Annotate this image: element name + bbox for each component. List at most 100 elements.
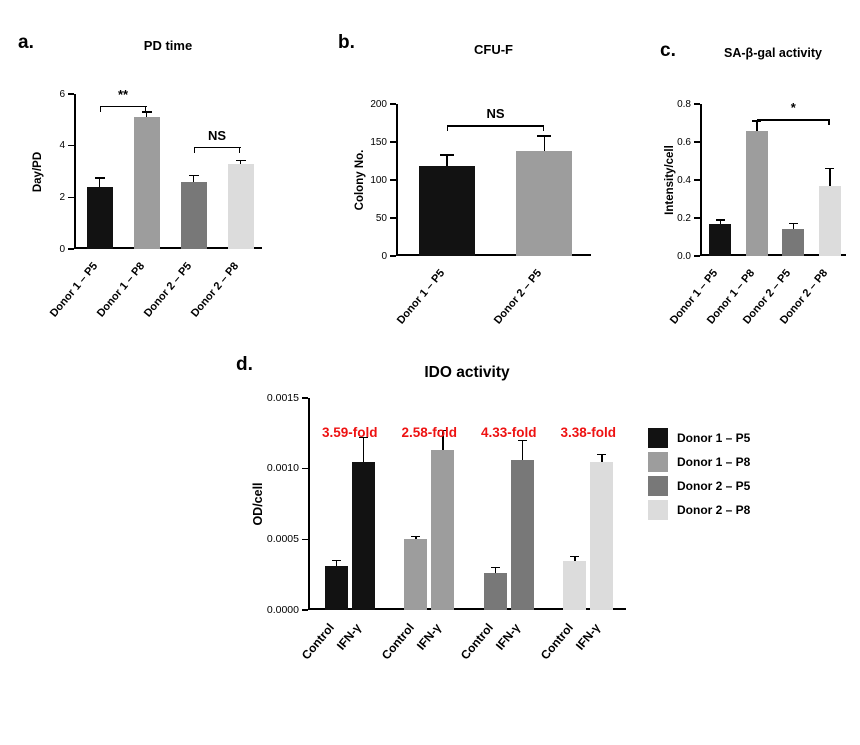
error-bar-line [792, 223, 794, 230]
legend-label: Donor 2 – P8 [677, 503, 751, 517]
y-tick-mark [390, 217, 396, 219]
y-tick-label: 0.0 [677, 250, 691, 262]
bar [431, 450, 455, 610]
error-bar-line [335, 560, 337, 567]
error-bar-cap [570, 555, 580, 558]
y-tick-label: 0 [59, 243, 65, 255]
fold-change-label: 3.59-fold [321, 425, 378, 441]
y-tick-label: 0 [381, 250, 387, 262]
chart-ido-activity: IDO activity OD/cell 3.59-fold 2.58-fold 4.3… [228, 352, 856, 710]
legend-swatch [648, 428, 668, 448]
fold-change-label: 2.58-fold [401, 425, 457, 441]
plot-area: ** NS [74, 87, 262, 249]
legend-item: Donor 1 – P5 [648, 428, 750, 448]
chart-pd-time: PD time Day/PD ** NS 0 2 4 6 Donor 1 – P5 Donor 1… [10, 24, 330, 356]
error-bar-line [543, 135, 545, 152]
error-bar-line [601, 454, 603, 462]
error-bar-line [415, 536, 417, 540]
y-axis-label: OD/cell [251, 482, 265, 526]
bar [133, 117, 160, 249]
y-tick-mark [302, 467, 308, 470]
error-bar-line [521, 440, 523, 461]
y-tick-mark [390, 103, 396, 105]
bar [324, 566, 348, 610]
error-bar-cap [438, 429, 448, 432]
figure-multi-panel: a. PD time Day/PD ** NS 0 2 4 6 Donor 1 – P5 Dono… [10, 24, 860, 710]
bar [782, 229, 805, 256]
error-bar-cap [715, 219, 725, 221]
bar [404, 539, 428, 610]
error-bar-line [574, 556, 576, 561]
fold-change-label: 3.38-fold [560, 425, 616, 441]
legend-item: Donor 1 – P8 [648, 452, 750, 472]
y-tick-label: 0.0010 [266, 462, 299, 475]
legend-swatch [648, 476, 668, 496]
y-tick-label: 0.0000 [266, 603, 299, 616]
y-tick-mark [302, 397, 308, 399]
bar [483, 573, 507, 610]
legend-label: Donor 1 – P8 [677, 455, 751, 469]
bracket-end-tick [828, 119, 830, 126]
chart-sa-beta-gal: SA-β-gal activity Intensity/cell * 0.0 0.2 0.… [648, 24, 860, 356]
error-bar-line [98, 177, 101, 187]
y-tick-label: 0.0015 [266, 391, 299, 404]
y-tick-mark [68, 248, 74, 250]
y-tick-mark [390, 141, 396, 143]
y-tick-label: 0.0005 [266, 532, 299, 545]
panel-a: a. PD time Day/PD ** NS 0 2 4 6 Donor 1 – P5 Dono… [10, 24, 330, 356]
y-tick-label: 0.2 [677, 212, 691, 224]
error-bar-cap [141, 111, 152, 113]
y-axis-label: Day/PD [32, 151, 44, 192]
y-tick-mark [390, 255, 396, 257]
fold-change-label: 4.33-fold [480, 425, 537, 441]
y-tick-label: 100 [370, 174, 387, 186]
y-tick-mark [694, 217, 700, 219]
error-bar-cap [490, 566, 500, 569]
y-tick-label: 6 [59, 88, 65, 100]
error-bar-cap [331, 559, 341, 562]
error-bar-line [719, 219, 721, 224]
significance-label: * [790, 100, 796, 116]
error-bar-line [239, 160, 242, 164]
y-tick-mark [694, 141, 700, 143]
bracket-end-tick [145, 105, 147, 112]
error-bar-line [756, 121, 758, 131]
x-category-label: Donor 2 – P8 [188, 260, 241, 320]
bar [227, 163, 254, 249]
significance-bracket [446, 125, 545, 127]
y-tick-mark [302, 538, 308, 541]
panel-letter-b: b. [338, 32, 355, 53]
chart-cfu-f: CFU-F Colony No. NS 0 50 100 150 200 Donor 1 – P… [330, 24, 642, 356]
bar [351, 461, 375, 610]
bracket-end-tick [239, 146, 241, 153]
plot-area: NS [396, 104, 591, 256]
panel-d: d. IDO activity OD/cell 3.59-fold 2.58-fold… [228, 352, 856, 710]
error-bar-line [494, 567, 496, 574]
bracket-end-tick [446, 125, 449, 132]
significance-bracket [99, 105, 147, 108]
error-bar-cap [788, 222, 798, 225]
y-tick-label: 0.8 [677, 98, 691, 110]
bar [86, 187, 113, 249]
bracket-end-tick [756, 119, 759, 126]
y-tick-label: 0.4 [677, 174, 691, 186]
error-bar-cap [517, 439, 527, 442]
bar [818, 185, 841, 256]
plot-area: * [700, 100, 846, 256]
legend-swatch [648, 500, 668, 520]
legend-item: Donor 2 – P8 [648, 500, 750, 520]
legend-label: Donor 2 – P5 [677, 479, 751, 493]
legend: Donor 1 – P5 Donor 1 – P8 Donor 2 – P5 Dono… [648, 428, 750, 524]
error-bar-cap [235, 159, 246, 162]
y-tick-mark [390, 179, 396, 181]
error-bar-line [192, 175, 195, 182]
error-bar-cap [825, 167, 835, 170]
error-bar-cap [439, 154, 454, 156]
panel-b: b. CFU-F Colony No. NS 0 50 100 150 200 Donor 1 … [330, 24, 642, 356]
y-tick-label: 150 [370, 136, 387, 148]
panel-letter-a: a. [18, 32, 34, 53]
chart-title: IDO activity [424, 364, 510, 381]
y-tick-mark [68, 93, 74, 95]
error-bar-cap [411, 535, 421, 538]
y-tick-mark [694, 103, 700, 105]
